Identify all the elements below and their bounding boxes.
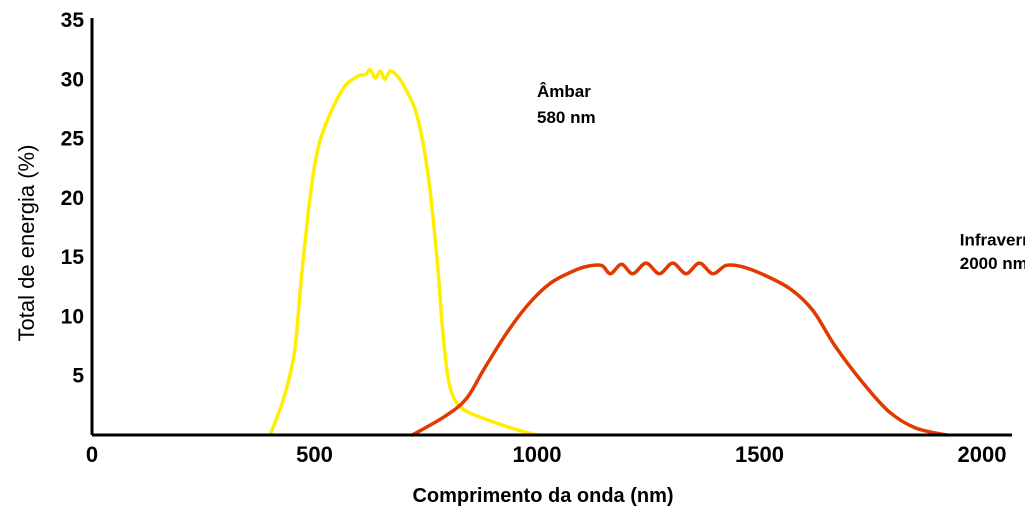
series-line-1 bbox=[410, 261, 949, 437]
y-tick-label: 10 bbox=[61, 305, 84, 328]
x-tick-label: 500 bbox=[296, 442, 333, 467]
y-tick-label: 5 bbox=[72, 365, 84, 388]
y-axis-label: Total de energia (%) bbox=[14, 145, 39, 342]
x-tick-label: 2000 bbox=[958, 442, 1007, 467]
annotation-label: 580 nm bbox=[537, 108, 596, 127]
y-tick-label: 25 bbox=[61, 128, 85, 151]
annotation-label: 2000 nm bbox=[960, 254, 1025, 273]
y-tick-label: 15 bbox=[61, 246, 85, 269]
annotation-label: Infravermelho bbox=[960, 230, 1025, 249]
x-axis-label: Comprimento da onda (nm) bbox=[412, 485, 673, 507]
y-tick-labels: 5 10 15 20 25 30 35 bbox=[61, 9, 85, 388]
x-tick-label: 1000 bbox=[513, 442, 562, 467]
x-tick-label: 0 bbox=[86, 442, 98, 467]
series-curves bbox=[268, 68, 949, 437]
y-tick-label: 20 bbox=[61, 187, 84, 210]
y-tick-label: 30 bbox=[61, 68, 84, 91]
series-line-0 bbox=[268, 68, 539, 437]
x-tick-label: 1500 bbox=[735, 442, 784, 467]
annotation-label: Âmbar bbox=[537, 82, 591, 101]
y-tick-label: 35 bbox=[61, 9, 85, 32]
annotations: Âmbar 580 nm Infravermelho 2000 nm bbox=[537, 82, 1025, 273]
x-tick-labels: 0 500 1000 1500 2000 bbox=[86, 442, 1007, 467]
